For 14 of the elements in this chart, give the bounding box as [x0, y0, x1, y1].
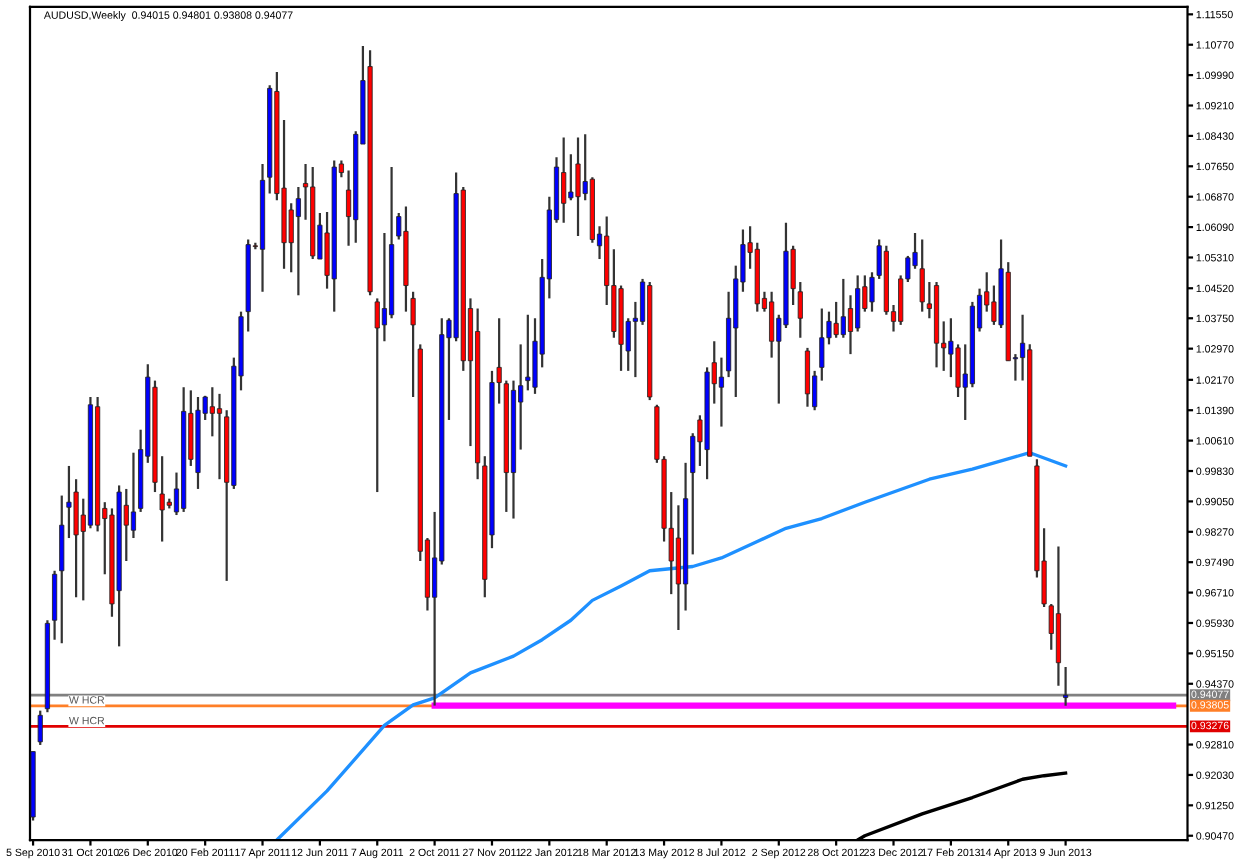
candlestick [216, 392, 223, 481]
candlestick [769, 290, 775, 359]
line-series [275, 451, 1068, 841]
candlestick [847, 294, 854, 356]
candlestick [833, 300, 839, 339]
candlestick [819, 307, 825, 382]
candlestick [575, 136, 581, 238]
candlestick [675, 504, 681, 632]
candlestick [37, 709, 43, 747]
candlestick [1063, 665, 1069, 707]
candlestick [919, 238, 925, 313]
candlestick [130, 451, 137, 540]
candlestick [561, 136, 567, 224]
candlestick [804, 346, 811, 408]
